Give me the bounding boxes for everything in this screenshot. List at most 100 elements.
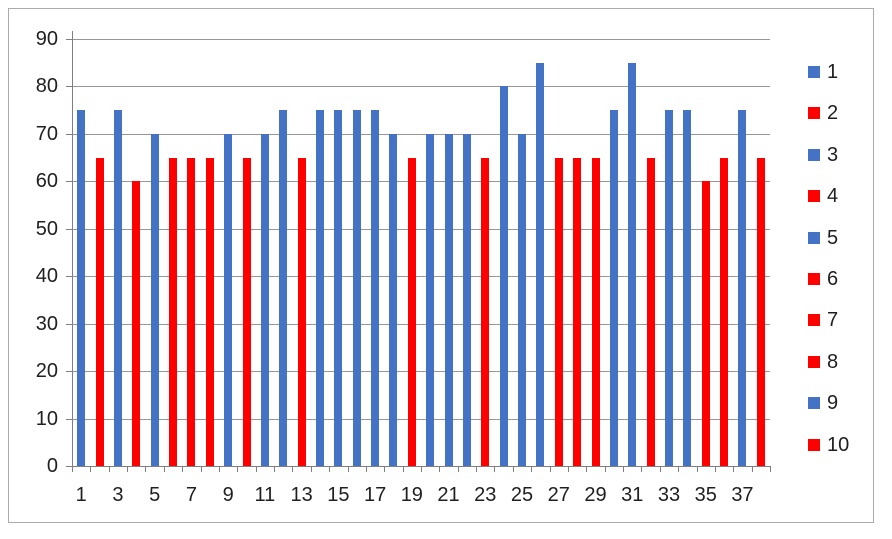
y-tick-40 (66, 276, 72, 278)
bar-18[interactable] (389, 133, 398, 466)
x-tick-30 (623, 466, 625, 472)
bar-37[interactable] (738, 110, 747, 466)
x-tick-25 (531, 466, 533, 472)
legend-item-9[interactable]: 9 (808, 392, 838, 414)
bar-7[interactable] (187, 157, 196, 466)
bar-26[interactable] (536, 62, 545, 466)
x-tick-24 (512, 466, 514, 472)
x-tick-8 (218, 466, 220, 472)
y-tick-50 (66, 228, 72, 230)
bar-34[interactable] (683, 110, 692, 466)
bar-2[interactable] (95, 157, 104, 466)
x-tick-38 (770, 466, 771, 472)
bar-25[interactable] (518, 133, 527, 466)
bar-14[interactable] (315, 110, 324, 466)
x-tick-16 (365, 466, 367, 472)
legend-item-label: 6 (827, 268, 839, 290)
x-axis-label-37: 37 (731, 484, 754, 506)
legend-item-4[interactable]: 4 (808, 185, 838, 207)
bar-3[interactable] (113, 110, 122, 466)
bar-9[interactable] (224, 133, 233, 466)
bar-23[interactable] (481, 157, 490, 466)
x-axis-label-1: 1 (75, 484, 87, 506)
y-tick-10 (66, 418, 72, 420)
bar-15[interactable] (334, 110, 343, 466)
bar-17[interactable] (371, 110, 380, 466)
x-tick-28 (586, 466, 588, 472)
legend-item-label: 3 (827, 143, 839, 166)
bar-10[interactable] (242, 157, 251, 466)
x-tick-21 (457, 466, 459, 472)
legend-swatch-icon (808, 148, 820, 161)
x-tick-34 (696, 466, 698, 472)
legend-item-label: 2 (827, 102, 839, 125)
bar-24[interactable] (499, 86, 508, 466)
bar-36[interactable] (720, 157, 729, 466)
legend-swatch-icon (808, 314, 820, 327)
y-axis-label-20: 20 (35, 360, 58, 383)
bar-28[interactable] (573, 157, 582, 466)
bar-16[interactable] (352, 110, 361, 466)
x-tick-12 (292, 466, 294, 472)
gridline-90 (72, 39, 770, 40)
bar-11[interactable] (260, 133, 269, 466)
legend-item-10[interactable]: 10 (808, 434, 849, 456)
x-tick-32 (659, 466, 661, 472)
legend-item-8[interactable]: 8 (808, 351, 838, 373)
legend-item-2[interactable]: 2 (808, 102, 838, 124)
bar-13[interactable] (297, 157, 306, 466)
x-tick-27 (567, 466, 569, 472)
legend-item-label: 8 (827, 350, 839, 373)
x-axis-label-21: 21 (437, 484, 460, 506)
y-tick-20 (66, 371, 72, 373)
bar-32[interactable] (646, 157, 655, 466)
legend-item-3[interactable]: 3 (808, 144, 838, 166)
bar-31[interactable] (628, 62, 637, 466)
bar-21[interactable] (444, 133, 453, 466)
y-tick-60 (66, 181, 72, 183)
x-axis-label-17: 17 (363, 484, 387, 506)
bar-6[interactable] (169, 157, 178, 466)
bar-20[interactable] (426, 133, 435, 466)
legend-item-label: 5 (827, 226, 839, 249)
legend-item-7[interactable]: 7 (808, 309, 838, 331)
bar-22[interactable] (462, 133, 471, 466)
x-tick-14 (329, 466, 331, 472)
legend-swatch-icon (808, 231, 820, 244)
x-tick-6 (182, 466, 184, 472)
y-axis-label-10: 10 (35, 407, 58, 430)
x-tick-33 (678, 466, 680, 472)
legend-swatch-icon (808, 438, 820, 451)
bar-19[interactable] (407, 157, 416, 466)
bar-5[interactable] (150, 133, 159, 466)
x-tick-22 (476, 466, 478, 472)
bar-30[interactable] (609, 110, 618, 466)
x-axis-label-25: 25 (510, 484, 534, 506)
bar-27[interactable] (554, 157, 563, 466)
legend-item-1[interactable]: 1 (808, 61, 838, 83)
x-axis-label-13: 13 (290, 484, 313, 506)
y-axis-label-0: 0 (46, 455, 58, 477)
chart-frame: 0 10 20 30 40 50 60 70 80 90 1 3 5 7 9 11 13 15 17 19 21 23 25… (8, 8, 874, 523)
x-axis-label-15: 15 (327, 484, 350, 506)
x-tick-37 (751, 466, 753, 472)
bar-29[interactable] (591, 157, 600, 466)
bar-33[interactable] (664, 110, 673, 466)
x-axis-label-11: 11 (254, 484, 276, 506)
bar-8[interactable] (205, 157, 214, 466)
legend-swatch-icon (808, 190, 820, 203)
x-tick-13 (310, 466, 312, 472)
bar-1[interactable] (77, 110, 86, 466)
x-tick-17 (384, 466, 386, 472)
legend-swatch-icon (808, 355, 820, 368)
x-tick-15 (347, 466, 349, 472)
legend-item-5[interactable]: 5 (808, 227, 838, 249)
bar-12[interactable] (279, 110, 288, 466)
x-tick-5 (163, 466, 165, 472)
bar-35[interactable] (701, 181, 710, 466)
bar-38[interactable] (756, 157, 765, 466)
legend-item-label: 9 (827, 392, 839, 415)
legend-item-6[interactable]: 6 (808, 268, 838, 290)
legend-swatch-icon (808, 397, 820, 410)
bar-4[interactable] (132, 181, 141, 466)
